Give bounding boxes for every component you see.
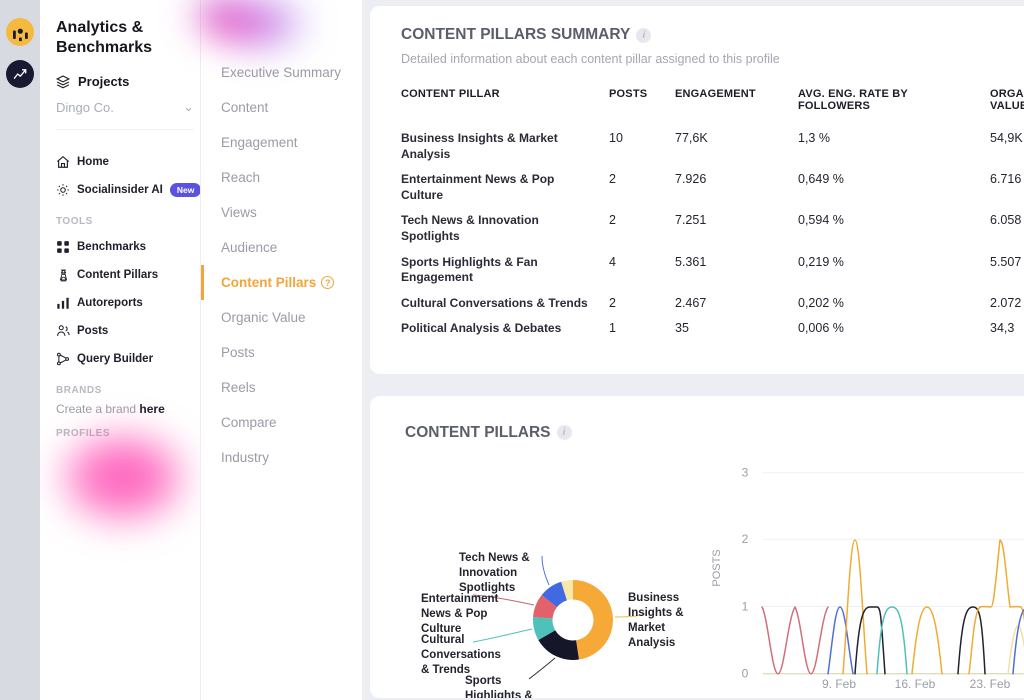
svg-text:Tech News &: Tech News & [459,552,530,564]
svg-text:Innovation: Innovation [459,567,517,579]
svg-text:Sports: Sports [465,675,501,687]
svg-text:23. Feb: 23. Feb [970,677,1011,691]
svg-text:Insights &: Insights & [628,607,684,619]
svg-text:Market: Market [628,622,665,634]
svg-text:3: 3 [742,465,749,479]
svg-text:Cultural: Cultural [421,634,464,646]
svg-text:& Trends: & Trends [421,664,470,676]
svg-text:Analysis: Analysis [628,637,675,649]
svg-text:9. Feb: 9. Feb [822,677,856,691]
svg-text:POSTS: POSTS [711,549,723,586]
svg-text:Business: Business [628,592,679,604]
svg-text:2: 2 [742,532,749,546]
svg-text:Entertainment: Entertainment [421,593,498,605]
svg-text:News & Pop: News & Pop [421,608,487,620]
svg-text:Highlights &: Highlights & [465,690,533,698]
svg-text:16. Feb: 16. Feb [895,677,936,691]
svg-text:Conversations: Conversations [421,649,501,661]
svg-text:0: 0 [742,666,749,680]
svg-text:1: 1 [742,599,749,613]
